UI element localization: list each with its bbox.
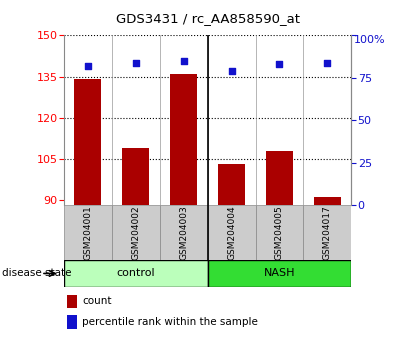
Bar [74,79,101,205]
Point [84,63,91,69]
Point [276,62,283,67]
Bar [122,148,149,205]
Text: GSM204004: GSM204004 [227,205,236,260]
Text: GSM204002: GSM204002 [131,205,140,260]
Text: GSM204001: GSM204001 [83,205,92,260]
Bar [67,295,76,308]
Point [324,60,331,65]
Bar [266,150,293,205]
Bar [159,205,208,260]
Bar [64,205,112,260]
Bar [64,260,208,287]
Text: control: control [116,268,155,279]
Bar [218,164,245,205]
Text: percentile rank within the sample: percentile rank within the sample [82,317,258,327]
Text: GSM204003: GSM204003 [179,205,188,260]
Bar [256,205,303,260]
Bar [314,197,341,205]
Bar [303,205,351,260]
Text: disease state: disease state [2,268,72,279]
Point [228,68,235,74]
Point [132,60,139,65]
Text: 100%: 100% [353,35,385,45]
Text: GDS3431 / rc_AA858590_at: GDS3431 / rc_AA858590_at [115,12,300,25]
Text: NASH: NASH [264,268,295,279]
Text: GSM204005: GSM204005 [275,205,284,260]
Point [180,58,187,64]
Text: count: count [82,296,112,306]
Bar [171,74,197,205]
Bar [208,260,351,287]
Text: GSM204017: GSM204017 [323,205,332,260]
Bar [67,315,76,329]
Bar [112,205,159,260]
Bar [208,205,256,260]
